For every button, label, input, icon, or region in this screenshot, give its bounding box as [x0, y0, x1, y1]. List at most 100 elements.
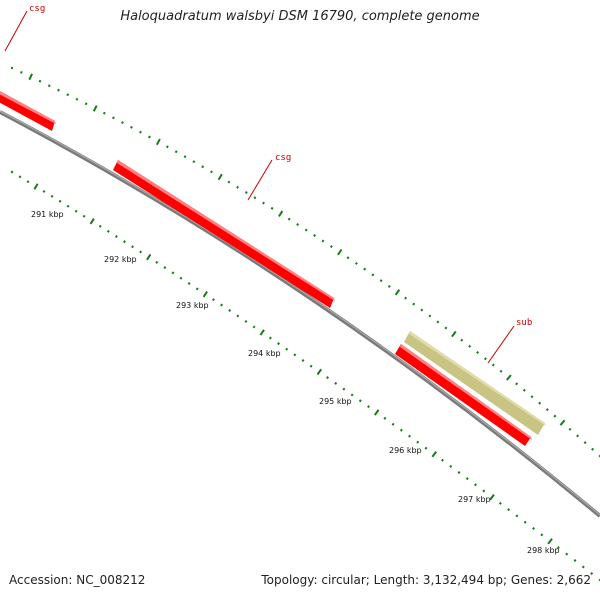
- outer-ring-minor-tick: [483, 357, 487, 361]
- outer-ring-minor-tick: [139, 130, 142, 134]
- outer-ring-minor-tick: [19, 70, 23, 74]
- tick-label-295: 295 kbp: [319, 397, 352, 406]
- inner-ring-major-tick: [374, 409, 380, 416]
- inner-ring-minor-tick: [58, 199, 62, 203]
- inner-ring-minor-tick: [556, 546, 560, 550]
- inner-ring-major-tick: [202, 291, 208, 298]
- inner-ring-minor-tick: [268, 336, 272, 340]
- inner-ring-minor-tick: [293, 353, 297, 357]
- outer-ring-minor-tick: [499, 369, 503, 373]
- inner-ring-minor-tick: [171, 271, 175, 275]
- tick-label-291: 291 kbp: [31, 210, 64, 219]
- outer-ring-minor-tick: [10, 66, 14, 70]
- gene-csg-3[interactable]: [395, 344, 532, 446]
- outer-ring-minor-tick: [491, 363, 495, 367]
- inner-ring-minor-tick: [358, 399, 362, 403]
- inner-ring-major-tick: [431, 451, 437, 458]
- inner-ring-minor-tick: [50, 194, 54, 198]
- outer-ring-minor-tick: [522, 388, 526, 392]
- outer-ring-minor-tick: [287, 217, 291, 221]
- gene-csg-2[interactable]: [113, 160, 335, 308]
- outer-ring-minor-tick: [192, 160, 196, 164]
- inner-ring-major-tick: [489, 494, 495, 501]
- outer-ring-minor-tick: [130, 125, 133, 129]
- inner-ring-minor-tick: [449, 464, 453, 468]
- inner-ring-major-tick: [259, 329, 265, 336]
- outer-ring-minor-tick: [515, 382, 519, 386]
- outer-ring-minor-tick: [183, 155, 187, 159]
- outer-ring-minor-tick: [174, 150, 178, 154]
- genome-backbone: [0, 110, 600, 518]
- outer-ring-minor-tick: [66, 93, 70, 97]
- outer-ring-minor-tick: [75, 97, 79, 101]
- inner-ring-minor-tick: [252, 325, 256, 329]
- inner-ring-minor-tick: [163, 266, 167, 270]
- outer-ring-minor-tick: [576, 434, 580, 438]
- inner-ring-minor-tick: [42, 189, 46, 193]
- inner-ring-minor-tick: [565, 552, 569, 556]
- inner-ring-minor-tick: [18, 175, 22, 179]
- inner-ring-minor-tick: [474, 483, 477, 487]
- inner-ring-minor-tick: [131, 245, 134, 249]
- inner-ring-minor-tick: [342, 387, 346, 391]
- inner-ring-minor-tick: [26, 180, 30, 184]
- outer-ring-minor-tick: [530, 395, 534, 399]
- outer-ring-minor-tick: [121, 121, 124, 125]
- tick-label-296: 296 kbp: [389, 446, 422, 455]
- inner-ring-minor-tick: [424, 446, 428, 450]
- inner-ring-minor-tick: [482, 489, 486, 493]
- inner-ring-minor-tick: [573, 559, 577, 563]
- gene-csg-1[interactable]: [0, 89, 56, 131]
- outer-ring-minor-tick: [568, 427, 572, 431]
- outer-scale-ring: [10, 66, 600, 458]
- inner-ring-minor-tick: [10, 170, 14, 174]
- inner-ring-minor-tick: [301, 359, 305, 362]
- outer-ring-minor-tick: [444, 326, 448, 330]
- inner-ring-minor-tick: [285, 347, 289, 351]
- inner-ring-minor-tick: [139, 250, 143, 254]
- inner-ring-minor-tick: [532, 527, 535, 531]
- outer-ring-minor-tick: [201, 165, 205, 169]
- inner-ring-minor-tick: [326, 376, 329, 380]
- inner-ring-minor-tick: [457, 471, 461, 474]
- inner-ring-minor-tick: [123, 240, 126, 244]
- inner-ring-minor-tick: [540, 533, 544, 537]
- inner-ring-minor-tick: [212, 298, 215, 302]
- outer-ring-minor-tick: [262, 201, 265, 205]
- outer-ring-major-tick: [506, 374, 512, 381]
- outer-ring-minor-tick: [244, 191, 248, 194]
- feature-sub[interactable]: [404, 331, 546, 435]
- outer-ring-minor-tick: [404, 296, 408, 300]
- outer-ring-minor-tick: [476, 351, 480, 354]
- inner-ring-minor-tick: [98, 224, 102, 228]
- inner-ring-minor-tick: [383, 416, 387, 420]
- inner-ring-minor-tick: [187, 282, 191, 285]
- outer-ring-minor-tick: [112, 116, 115, 120]
- feature-label-csg-1: csg: [29, 4, 45, 14]
- outer-ring-major-tick: [337, 248, 343, 256]
- label-line-csg-2: [247, 159, 273, 201]
- outer-ring-minor-tick: [583, 441, 587, 445]
- outer-ring-major-tick: [278, 210, 284, 217]
- inner-scale-ring: [10, 170, 600, 582]
- inner-ring-minor-tick: [106, 229, 110, 233]
- outer-ring-minor-tick: [436, 320, 440, 324]
- inner-ring-minor-tick: [82, 214, 86, 218]
- outer-ring-minor-tick: [38, 79, 42, 83]
- outer-ring-minor-tick: [387, 284, 391, 288]
- outer-ring-minor-tick: [379, 279, 383, 283]
- outer-ring-minor-tick: [253, 196, 257, 200]
- tick-label-293: 293 kbp: [176, 301, 209, 310]
- inner-ring-major-tick: [146, 253, 152, 261]
- outer-ring-minor-tick: [102, 111, 106, 115]
- outer-ring-minor-tick: [553, 414, 557, 418]
- outer-ring-minor-tick: [321, 239, 325, 243]
- inner-ring-minor-tick: [350, 393, 354, 397]
- outer-ring-minor-tick: [412, 302, 416, 306]
- inner-ring-minor-tick: [179, 276, 183, 280]
- feature-label-csg-2: csg: [275, 153, 291, 163]
- outer-ring-minor-tick: [57, 88, 60, 92]
- inner-ring-minor-tick: [581, 565, 585, 569]
